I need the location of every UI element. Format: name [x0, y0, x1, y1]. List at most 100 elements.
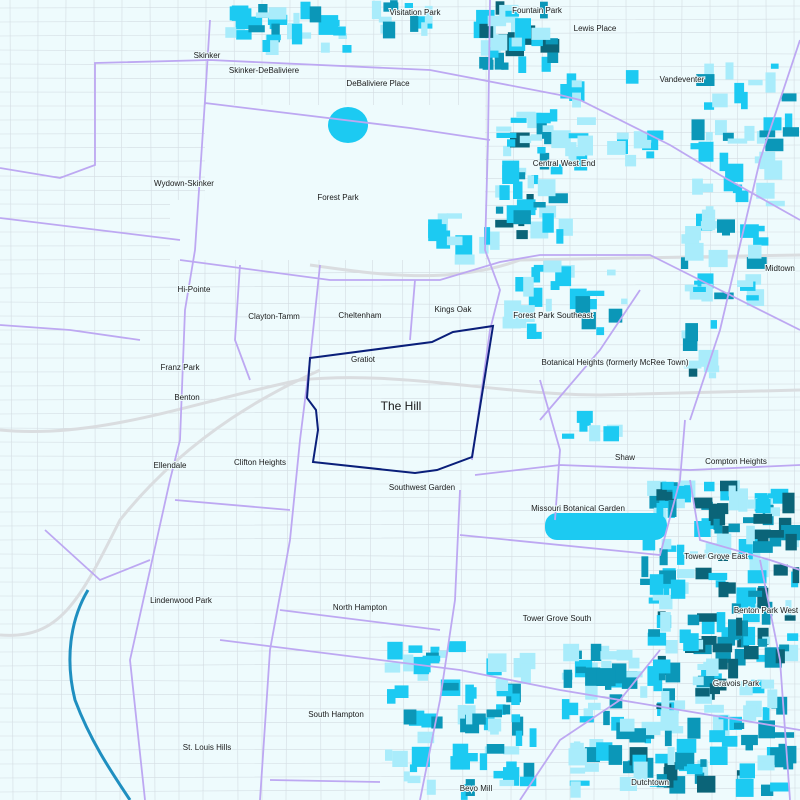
census-tract[interactable]	[752, 529, 769, 542]
census-tract[interactable]	[515, 18, 531, 39]
census-tract[interactable]	[715, 652, 731, 663]
census-tract[interactable]	[490, 34, 508, 51]
census-tract[interactable]	[704, 481, 715, 492]
census-tract[interactable]	[681, 257, 689, 269]
census-tract[interactable]	[426, 779, 436, 795]
census-tract[interactable]	[540, 1, 548, 19]
census-tract[interactable]	[589, 425, 601, 442]
census-tract[interactable]	[753, 513, 772, 524]
census-tract[interactable]	[708, 572, 728, 581]
label-forest-park[interactable]: Forest Park	[316, 192, 360, 203]
census-tract[interactable]	[698, 349, 719, 367]
census-tract[interactable]	[737, 280, 754, 287]
census-tract[interactable]	[575, 666, 586, 674]
census-tract[interactable]	[502, 316, 521, 329]
census-tract[interactable]	[782, 492, 795, 514]
census-tract[interactable]	[659, 585, 670, 604]
census-tract[interactable]	[684, 242, 704, 261]
census-tract[interactable]	[785, 533, 797, 551]
census-tract[interactable]	[738, 497, 748, 512]
census-tract[interactable]	[577, 117, 596, 125]
census-tract[interactable]	[734, 649, 746, 666]
label-benton[interactable]: Benton	[173, 392, 200, 403]
census-tract[interactable]	[482, 59, 494, 70]
census-tract[interactable]	[236, 30, 252, 40]
census-tract[interactable]	[722, 525, 729, 538]
census-tract[interactable]	[649, 488, 661, 509]
label-lewis-place[interactable]: Lewis Place	[573, 23, 618, 34]
census-tract[interactable]	[667, 747, 675, 765]
census-tract[interactable]	[446, 213, 462, 219]
census-tract[interactable]	[266, 34, 281, 41]
census-tract[interactable]	[511, 693, 520, 706]
census-tract[interactable]	[661, 691, 670, 711]
census-tract[interactable]	[710, 320, 717, 329]
census-tract[interactable]	[646, 151, 655, 159]
census-tract[interactable]	[548, 193, 568, 204]
census-tract[interactable]	[608, 745, 623, 765]
census-tract[interactable]	[704, 549, 717, 558]
census-tract[interactable]	[743, 517, 761, 524]
census-tract[interactable]	[536, 118, 547, 139]
census-tract[interactable]	[465, 779, 475, 796]
census-tract[interactable]	[624, 671, 643, 678]
label-wydown-skinker[interactable]: Wydown-Skinker	[153, 178, 215, 189]
census-tract[interactable]	[628, 657, 640, 669]
census-tract[interactable]	[705, 132, 713, 141]
census-tract[interactable]	[519, 135, 532, 144]
census-tract[interactable]	[494, 52, 504, 70]
census-tract[interactable]	[665, 640, 678, 654]
census-tract[interactable]	[649, 781, 661, 787]
census-tract[interactable]	[562, 433, 575, 439]
census-tract[interactable]	[641, 556, 649, 578]
census-tract[interactable]	[487, 15, 507, 27]
label-missouri-botanical-garden[interactable]: Missouri Botanical Garden	[530, 503, 626, 514]
label-forest-park-southeast[interactable]: Forest Park Southeast	[512, 310, 594, 321]
census-tract[interactable]	[697, 613, 717, 622]
census-tract[interactable]	[507, 139, 516, 147]
label-bevo-mill[interactable]: Bevo Mill	[459, 783, 494, 794]
label-kings-oak[interactable]: Kings Oak	[434, 304, 474, 315]
census-tract[interactable]	[721, 735, 738, 747]
census-tract[interactable]	[529, 728, 537, 747]
census-tract[interactable]	[756, 131, 765, 144]
census-tract[interactable]	[676, 738, 697, 753]
label-benton-park-west[interactable]: Benton Park West	[733, 605, 800, 616]
census-tract[interactable]	[603, 426, 619, 442]
census-tract[interactable]	[688, 368, 698, 377]
census-tract[interactable]	[753, 237, 769, 246]
census-tract[interactable]	[734, 488, 748, 501]
census-tract[interactable]	[338, 33, 348, 39]
census-tract[interactable]	[659, 594, 673, 610]
census-tract[interactable]	[531, 27, 551, 40]
census-tract[interactable]	[466, 705, 476, 725]
census-tract[interactable]	[782, 127, 799, 137]
census-tract[interactable]	[714, 292, 734, 300]
selected-neighborhood-outline[interactable]	[305, 324, 495, 475]
census-tract[interactable]	[545, 38, 558, 45]
census-tract[interactable]	[502, 704, 511, 715]
census-tract[interactable]	[695, 567, 712, 580]
census-tract[interactable]	[513, 181, 523, 200]
census-tract[interactable]	[700, 759, 707, 767]
census-tract[interactable]	[713, 512, 720, 530]
census-tract[interactable]	[466, 687, 477, 699]
census-tract[interactable]	[499, 185, 510, 200]
census-tract[interactable]	[656, 503, 664, 516]
census-tract[interactable]	[496, 132, 517, 138]
census-tract[interactable]	[770, 747, 781, 765]
census-tract[interactable]	[765, 200, 785, 207]
census-tract[interactable]	[581, 312, 596, 330]
census-tract[interactable]	[751, 679, 765, 694]
census-tract[interactable]	[526, 194, 534, 204]
census-tract[interactable]	[687, 614, 700, 626]
census-tract[interactable]	[486, 709, 503, 718]
census-tract[interactable]	[519, 172, 526, 180]
census-tract[interactable]	[735, 190, 749, 203]
label-clayton-tamm[interactable]: Clayton-Tamm	[247, 311, 301, 322]
census-tract[interactable]	[648, 629, 660, 637]
census-tract[interactable]	[701, 636, 717, 645]
census-tract[interactable]	[713, 678, 727, 691]
